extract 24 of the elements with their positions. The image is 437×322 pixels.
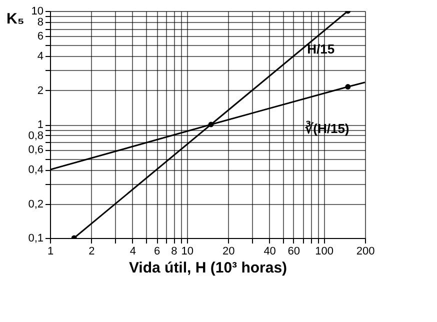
y-tick-label: 0,4 bbox=[28, 164, 44, 176]
x-tick-label: 100 bbox=[315, 246, 334, 258]
y-tick-label: 0,6 bbox=[28, 144, 44, 156]
y-tick-label: 2 bbox=[37, 84, 44, 97]
y-tick-label: 0,2 bbox=[28, 198, 44, 210]
x-axis-title: Vida útil, H (10³ horas) bbox=[128, 260, 288, 276]
x-tick-label: 8 bbox=[171, 246, 178, 258]
x-tick-label: 60 bbox=[288, 246, 300, 258]
x-tick-label: 200 bbox=[356, 246, 375, 258]
y-tick-label: 0,8 bbox=[28, 130, 44, 142]
x-tick-label: 1 bbox=[47, 246, 54, 258]
y-tick-label: 0,1 bbox=[28, 232, 44, 244]
x-tick-label: 10 bbox=[181, 246, 194, 258]
x-tick-label: 4 bbox=[130, 246, 136, 258]
x-tick-label: 2 bbox=[88, 246, 95, 258]
y-tick-label: 10 bbox=[31, 6, 44, 18]
x-tick-label: 20 bbox=[222, 246, 235, 258]
x-tick-label: 6 bbox=[154, 246, 160, 258]
x-tick-label: 40 bbox=[264, 246, 276, 258]
y-tick-label: 6 bbox=[37, 30, 44, 43]
y-tick-label: 4 bbox=[37, 50, 44, 63]
y-tick-label: 1 bbox=[37, 119, 44, 131]
y-tick-label: 8 bbox=[37, 16, 44, 28]
y-axis-title: K₅ bbox=[6, 10, 24, 28]
